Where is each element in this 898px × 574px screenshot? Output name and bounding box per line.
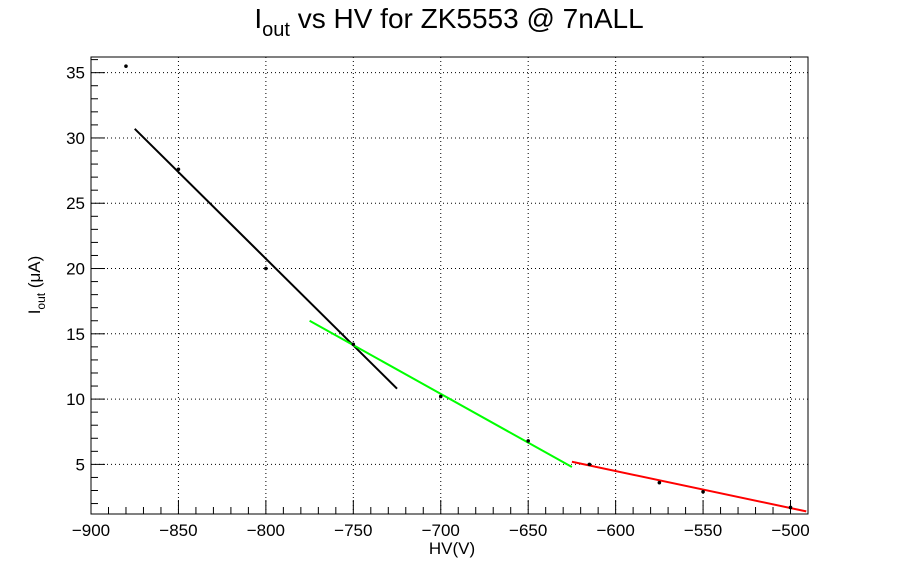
y-tick-label: 10	[66, 390, 85, 409]
x-tick-label: −650	[509, 521, 547, 540]
y-tick-label: 5	[76, 455, 85, 474]
x-tick-label: −700	[422, 521, 460, 540]
y-tick-label: 20	[66, 260, 85, 279]
data-point	[351, 342, 356, 347]
x-tick-label: −550	[684, 521, 722, 540]
chart-title: Iout vs HV for ZK5553 @ 7nALL	[254, 3, 643, 41]
chart-title-sub: out	[262, 19, 290, 41]
fit-line	[571, 460, 807, 513]
y-tick-label: 35	[66, 64, 85, 83]
x-tick-label: −600	[596, 521, 634, 540]
chart-title-main: I	[254, 3, 262, 34]
data-point	[701, 490, 705, 494]
x-tick-label: −750	[334, 521, 372, 540]
chart-title-rest: vs HV for ZK5553 @ 7nALL	[290, 3, 644, 34]
y-tick-labels: 5 10 15 20 25 30 35	[66, 64, 85, 475]
data-points	[124, 64, 793, 510]
fit-lines	[134, 128, 807, 513]
y-axis-title: Iout (μA)	[25, 256, 48, 315]
x-axis-title: HV(V)	[429, 539, 475, 558]
data-point	[788, 505, 793, 510]
y-axis-title-main: I	[25, 310, 44, 315]
grid	[90, 57, 808, 514]
x-tick-labels: −900 −850 −800 −750 −700 −650 −600 −550 −500	[72, 521, 810, 540]
data-point	[264, 266, 268, 271]
plot-frame	[90, 56, 809, 515]
y-axis-title-rest: (μA)	[25, 256, 44, 293]
data-point	[438, 394, 443, 399]
y-tick-label: 25	[66, 194, 85, 213]
x-tick-label: −900	[72, 521, 110, 540]
x-tick-label: −500	[771, 521, 809, 540]
data-point	[587, 462, 592, 467]
x-tick-label: −800	[247, 521, 285, 540]
x-tick-label: −850	[159, 521, 197, 540]
data-point	[526, 439, 530, 443]
data-point	[657, 480, 662, 485]
y-tick-label: 15	[66, 325, 85, 344]
data-point	[176, 167, 181, 172]
y-axis-title-sub: out	[34, 292, 48, 309]
axis-ticks	[90, 59, 809, 514]
y-tick-label: 30	[66, 129, 85, 148]
data-point	[124, 64, 128, 68]
